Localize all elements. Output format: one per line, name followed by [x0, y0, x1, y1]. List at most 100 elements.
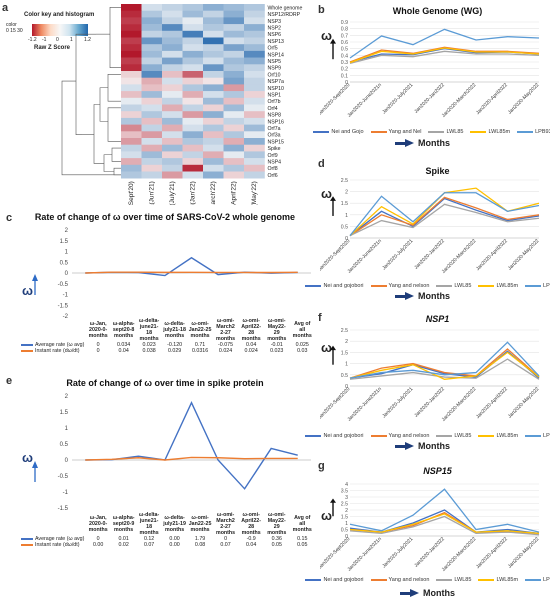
x-tick-label: Jan2020-June2021n [346, 386, 383, 423]
heatmap-cell [182, 57, 204, 65]
x-tick-label: Jan2020-Jan2022 [413, 238, 446, 271]
y-tick-label: -1 [63, 293, 69, 299]
legend-swatch [525, 579, 542, 581]
chart-e-table: ω-Jan, 2020-0-months ω-alpha-sept20-9 mon… [20, 512, 315, 548]
arrow-right-icon [395, 139, 414, 147]
heatmap-cell [162, 84, 183, 92]
heatmap-row-label: Orf7b [268, 99, 281, 105]
legend-item: LWL85m [470, 129, 510, 135]
x-tick-label: Jan2020-Jan2022 [413, 386, 446, 419]
y-tick-label: 1.5 [60, 239, 69, 245]
series-line [349, 28, 540, 59]
heatmap-cell [141, 71, 163, 78]
heatmap-cell [162, 151, 183, 159]
heatmap-cell [121, 158, 142, 166]
heatmap-cell [162, 104, 183, 112]
x-tick-label: Jan2020-July2021 [381, 386, 414, 419]
heatmap-cell [121, 117, 142, 125]
heatmap-cell [162, 71, 183, 78]
heatmap-col-label: Alpha (Sept'20) [128, 181, 135, 205]
heatmap-cell [223, 71, 245, 78]
table-col-header: ω-alpha-sept20-8 months [112, 321, 135, 339]
chart-f-title: NSP1 [425, 314, 450, 324]
legend-swatch [470, 131, 487, 133]
heatmap-cell [244, 171, 265, 179]
table-col-header: ω-omi-Jan22-25 months [188, 321, 212, 339]
heatmap-dendrogram-branch [107, 74, 121, 102]
y-tick-label: 0.5 [341, 224, 348, 230]
table-col-header: ω-omi-April22-28 months [241, 318, 262, 342]
y-tick-label: 0.7 [341, 33, 348, 39]
heatmap-cell [203, 131, 224, 139]
chart-g-svg: 00.511.522.533.54Jan2020-Sept2020Jan2020… [320, 482, 541, 573]
heatmap-cell [244, 91, 265, 99]
table-row: Instant rate (dω/dt) 0 0.04 0.038 0.029 0.031… [20, 348, 315, 354]
heatmap-cell [141, 4, 163, 11]
heatmap-cell [182, 84, 204, 92]
heatmap-cell [182, 30, 204, 38]
y-tick-label: 2 [65, 228, 69, 234]
heatmap-cell [223, 138, 245, 145]
heatmap-cell [182, 104, 204, 112]
table-col-header: ω-Jan, 2020-0-months [88, 321, 108, 339]
heatmap-cell [244, 50, 265, 58]
chart-b-svg: 00.10.20.30.40.50.60.70.80.9 Jan2020-Sept… [320, 20, 541, 119]
y-tick-label: 1.5 [341, 515, 348, 521]
heatmap-cell [182, 111, 204, 119]
heatmap-cell [141, 164, 163, 172]
table-cell: 0.04 [118, 348, 129, 354]
up-arrow-icon [32, 461, 38, 468]
y-tick-label: 0.5 [341, 373, 348, 379]
table-col-header: ω-omi-March2 2-27 months [215, 512, 236, 536]
heatmap-legend-side: color 0 15 30 [6, 22, 23, 34]
table-row: Instant rate (dω/dt) 0.00 0.02 0.07 0.00 0.08… [20, 542, 315, 548]
legend-swatch [21, 349, 33, 352]
heatmap-cell [244, 44, 265, 52]
y-tick-label: 3.5 [341, 489, 348, 495]
legend-item: Yang and Nel [370, 129, 421, 135]
y-tick-label: 2.5 [341, 328, 348, 334]
heatmap-cell [203, 97, 224, 105]
heatmap-cell [223, 117, 245, 125]
heatmap-cell [141, 30, 163, 38]
heatmap-legend-title: Color key and histogram [24, 12, 95, 18]
heatmap-legend-axis-label: Raw Z Score [34, 45, 71, 51]
legend-label: Nei and gojobori [323, 577, 364, 583]
heatmap-cell [203, 4, 224, 11]
legend-swatch [21, 537, 33, 540]
heatmap-cell [223, 50, 245, 58]
y-tick-label: 1 [65, 250, 69, 256]
heatmap-row-label: Whole genome [268, 5, 303, 11]
heatmap-cell [121, 4, 142, 11]
x-tick-label: Jan2020-July2021 [381, 238, 414, 271]
heatmap-cell [121, 171, 142, 179]
legend-label: Yang and nelson [388, 577, 430, 583]
heatmap-cell [203, 24, 224, 32]
legend-label: LPB93 [543, 577, 550, 583]
legend-label: LWL85m [496, 433, 519, 439]
heatmap-cell [223, 104, 245, 112]
y-tick-label: 2.5 [341, 502, 348, 508]
heatmap-cell [141, 64, 163, 72]
table-cell: 0 [96, 348, 100, 354]
heatmap-cell [244, 84, 265, 92]
y-tick-label: -0.5 [58, 282, 69, 288]
heatmap-cell [223, 17, 245, 25]
heatmap-cell [141, 44, 163, 52]
y-tick-label: 2 [345, 339, 348, 345]
heatmap-cell [203, 164, 224, 172]
panel-label-e: e [6, 375, 13, 387]
heatmap-cell [121, 124, 142, 132]
x-tick-label: Jan2020-March2022 [441, 82, 478, 119]
legend-label: LWL85 [446, 129, 464, 135]
legend-swatch [436, 435, 453, 437]
table-cell: 0.04 [246, 542, 257, 548]
legend-swatch [525, 435, 542, 437]
heatmap-cell [162, 171, 183, 179]
heatmap-cell [203, 171, 224, 179]
heatmap-col-label: Omi(Jan'22) [190, 181, 197, 205]
legend-label: Nei and gojobori [323, 433, 364, 439]
heatmap-cell [244, 124, 265, 132]
heatmap-cell [141, 111, 163, 119]
heatmap-row-label: Orf8 [268, 166, 278, 172]
